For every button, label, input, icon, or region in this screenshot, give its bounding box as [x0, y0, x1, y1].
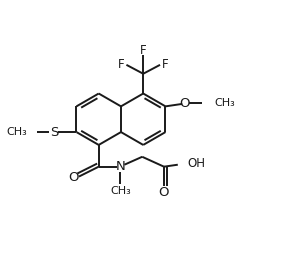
- Text: OH: OH: [188, 157, 206, 170]
- Text: O: O: [69, 171, 79, 184]
- Text: F: F: [162, 58, 168, 71]
- Text: O: O: [179, 97, 189, 110]
- Text: F: F: [140, 43, 147, 57]
- Text: CH₃: CH₃: [214, 98, 235, 108]
- Text: CH₃: CH₃: [110, 186, 131, 196]
- Text: N: N: [116, 160, 125, 173]
- Text: CH₃: CH₃: [6, 127, 27, 137]
- Text: O: O: [159, 186, 169, 199]
- Text: F: F: [118, 58, 125, 71]
- Text: S: S: [51, 125, 59, 138]
